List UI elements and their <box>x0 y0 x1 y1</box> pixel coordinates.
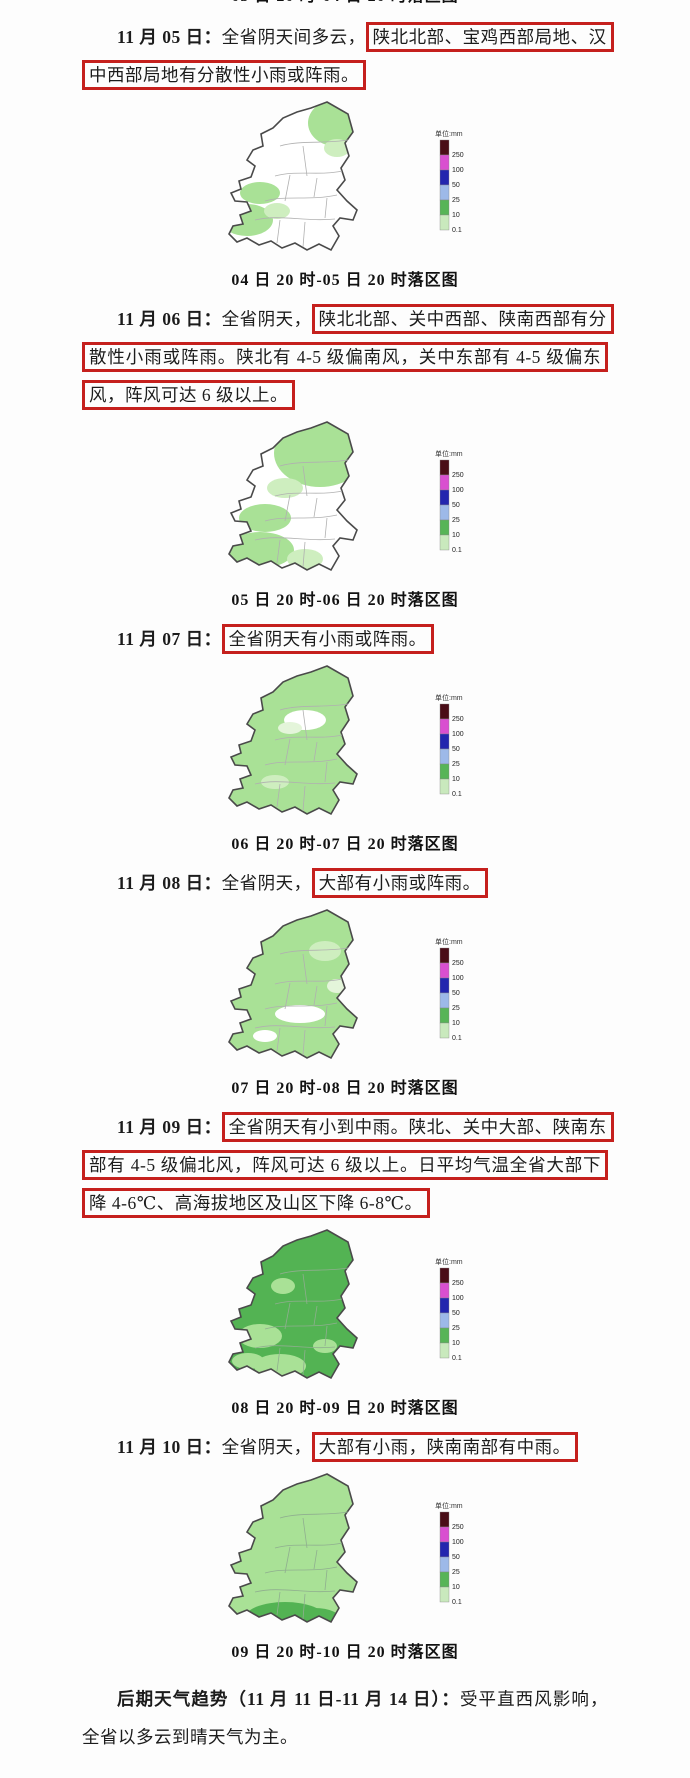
clipped-previous-caption: 03 日 20 时-04 日 20 时落区图 <box>82 0 608 12</box>
legend-label: 25 <box>452 197 460 204</box>
highlighted-text: 陕北北部、关中西部、陕南西部有分散性小雨或阵雨。陕北有 4-5 级偏南风，关中东… <box>82 304 614 410</box>
rainfall-legend: 单位:mm 250 100 50 25 10 0.1 <box>435 129 464 234</box>
rain-areas <box>229 102 357 250</box>
legend-label: 0.1 <box>452 791 462 798</box>
legend-label: 0.1 <box>452 547 462 554</box>
legend-label: 10 <box>452 532 460 539</box>
forecast-paragraph-nov08: 11 月 08 日：全省阴天， 大部有小雨或阵雨。 <box>82 864 608 902</box>
legend-label: 250 <box>452 152 464 159</box>
legend-label: 0.1 <box>452 1035 462 1042</box>
map-caption: 06 日 20 时-07 日 20 时落区图 <box>231 836 459 853</box>
legend-title: 单位:mm <box>435 937 463 946</box>
highlighted-text: 大部有小雨或阵雨。 <box>311 868 488 898</box>
legend-label: 10 <box>452 776 460 783</box>
rainfall-map-06-07: 单位:mm 250 100 50 25 10 0.1 <box>82 662 608 832</box>
date-label: 11 月 08 日： <box>117 873 222 893</box>
plain-text: 全省阴天间多云， <box>221 27 366 47</box>
highlighted-text: 陕北北部、宝鸡西部局地、汉中西部局地有分散性小雨或阵雨。 <box>82 22 614 90</box>
legend-label: 50 <box>452 1310 460 1317</box>
legend-label: 25 <box>452 1325 460 1332</box>
plain-text: 全省阴天， <box>221 309 312 329</box>
shaanxi-rain-map: 单位:mm 250 100 50 25 10 0.1 <box>228 1473 464 1623</box>
rain-areas <box>229 422 357 570</box>
rainfall-legend: 单位:mm 250 100 50 25 10 0.1 <box>435 449 464 554</box>
legend-label: 50 <box>452 182 460 189</box>
legend-title: 单位:mm <box>435 129 463 138</box>
plain-text: 全省阴天， <box>221 1437 312 1457</box>
shaanxi-rain-map: 单位:mm 250 100 50 25 10 0.1 <box>228 909 464 1059</box>
rainfall-map-09-10: 单位:mm 250 100 50 25 10 0.1 <box>82 1470 608 1640</box>
legend-label: 10 <box>452 1584 460 1591</box>
legend-label: 250 <box>452 716 464 723</box>
legend-label: 10 <box>452 212 460 219</box>
rainfall-map-08-09: 单位:mm 250 100 50 25 10 0.1 <box>82 1226 608 1396</box>
date-label: 11 月 10 日： <box>117 1437 222 1457</box>
map-caption: 03 日 20 时-04 日 20 时落区图 <box>82 0 608 10</box>
legend-label: 10 <box>452 1340 460 1347</box>
legend-label: 100 <box>452 487 464 494</box>
legend-label: 25 <box>452 517 460 524</box>
legend-label: 25 <box>452 1005 460 1012</box>
forecast-paragraph-nov07: 11 月 07 日： 全省阴天有小雨或阵雨。 <box>82 620 608 658</box>
plain-text: 全省阴天， <box>221 873 312 893</box>
legend-title: 单位:mm <box>435 1501 463 1510</box>
legend-title: 单位:mm <box>435 1257 463 1266</box>
highlighted-text: 全省阴天有小到中雨。陕北、关中大部、陕南东部有 4-5 级偏北风，阵风可达 6 … <box>82 1112 614 1218</box>
date-label: 11 月 07 日： <box>117 629 222 649</box>
legend-label: 50 <box>452 990 460 997</box>
map-caption: 07 日 20 时-08 日 20 时落区图 <box>231 1080 459 1097</box>
rain-areas <box>229 1474 357 1622</box>
rainfall-legend: 单位:mm 250 100 50 25 10 0.1 <box>435 1257 464 1362</box>
rain-areas <box>229 1230 357 1378</box>
map-caption: 04 日 20 时-05 日 20 时落区图 <box>231 272 459 289</box>
shaanxi-rain-map: 单位:mm 250 100 50 25 10 0.1 <box>228 665 464 815</box>
legend-title: 单位:mm <box>435 693 463 702</box>
legend-label: 100 <box>452 975 464 982</box>
date-label: 11 月 09 日： <box>117 1117 222 1137</box>
legend-title: 单位:mm <box>435 449 463 458</box>
legend-label: 250 <box>452 960 464 967</box>
rainfall-legend: 单位:mm 250 100 50 25 10 0.1 <box>435 1501 464 1606</box>
forecast-paragraph-nov05: 11 月 05 日：全省阴天间多云， 陕北北部、宝鸡西部局地、汉中西部局地有分散性… <box>82 18 614 94</box>
rainfall-map-05-06: 单位:mm 250 100 50 25 10 0.1 <box>82 418 608 588</box>
forecast-paragraph-nov06: 11 月 06 日：全省阴天， 陕北北部、关中西部、陕南西部有分散性小雨或阵雨。陕… <box>82 300 614 414</box>
legend-label: 0.1 <box>452 1355 462 1362</box>
outlook-paragraph: 后期天气趋势（11 月 11 日-11 月 14 日）：受平直西风影响，全省以多… <box>82 1680 608 1774</box>
rain-areas <box>229 910 357 1058</box>
legend-label: 50 <box>452 746 460 753</box>
legend-label: 25 <box>452 1569 460 1576</box>
rainfall-legend: 单位:mm 250 100 50 25 10 0.1 <box>435 693 464 798</box>
rainfall-map-04-05: 单位:mm 250 100 50 25 10 0.1 <box>82 98 608 268</box>
outlook-heading: 后期天气趋势（11 月 11 日-11 月 14 日）： <box>117 1689 460 1709</box>
legend-label: 250 <box>452 472 464 479</box>
shaanxi-rain-map: 单位:mm 250 100 50 25 10 0.1 <box>228 1229 464 1379</box>
legend-label: 100 <box>452 731 464 738</box>
forecast-paragraph-nov10: 11 月 10 日：全省阴天， 大部有小雨，陕南南部有中雨。 <box>82 1428 608 1466</box>
highlighted-text: 全省阴天有小雨或阵雨。 <box>221 624 434 654</box>
legend-label: 250 <box>452 1524 464 1531</box>
rainfall-legend: 单位:mm 250 100 50 25 10 0.1 <box>435 937 464 1042</box>
shaanxi-rain-map: 单位:mm 250 100 50 25 10 0.1 <box>228 421 464 571</box>
highlighted-text: 大部有小雨，陕南南部有中雨。 <box>311 1432 578 1462</box>
rainfall-map-07-08: 单位:mm 250 100 50 25 10 0.1 <box>82 906 608 1076</box>
shaanxi-rain-map: 单位:mm 250 100 50 25 10 0.1 <box>228 101 464 251</box>
legend-label: 0.1 <box>452 1599 462 1606</box>
date-label: 11 月 06 日： <box>117 309 222 329</box>
map-caption: 08 日 20 时-09 日 20 时落区图 <box>231 1400 459 1417</box>
legend-label: 50 <box>452 1554 460 1561</box>
map-caption: 05 日 20 时-06 日 20 时落区图 <box>231 592 459 609</box>
legend-label: 100 <box>452 167 464 174</box>
forecast-paragraph-nov09: 11 月 09 日： 全省阴天有小到中雨。陕北、关中大部、陕南东部有 4-5 级偏… <box>82 1108 614 1222</box>
map-caption: 09 日 20 时-10 日 20 时落区图 <box>231 1644 459 1661</box>
rain-areas <box>229 666 357 814</box>
legend-label: 10 <box>452 1020 460 1027</box>
legend-label: 25 <box>452 761 460 768</box>
legend-label: 100 <box>452 1295 464 1302</box>
legend-label: 250 <box>452 1280 464 1287</box>
legend-label: 100 <box>452 1539 464 1546</box>
legend-label: 0.1 <box>452 227 462 234</box>
date-label: 11 月 05 日： <box>117 27 222 47</box>
legend-label: 50 <box>452 502 460 509</box>
